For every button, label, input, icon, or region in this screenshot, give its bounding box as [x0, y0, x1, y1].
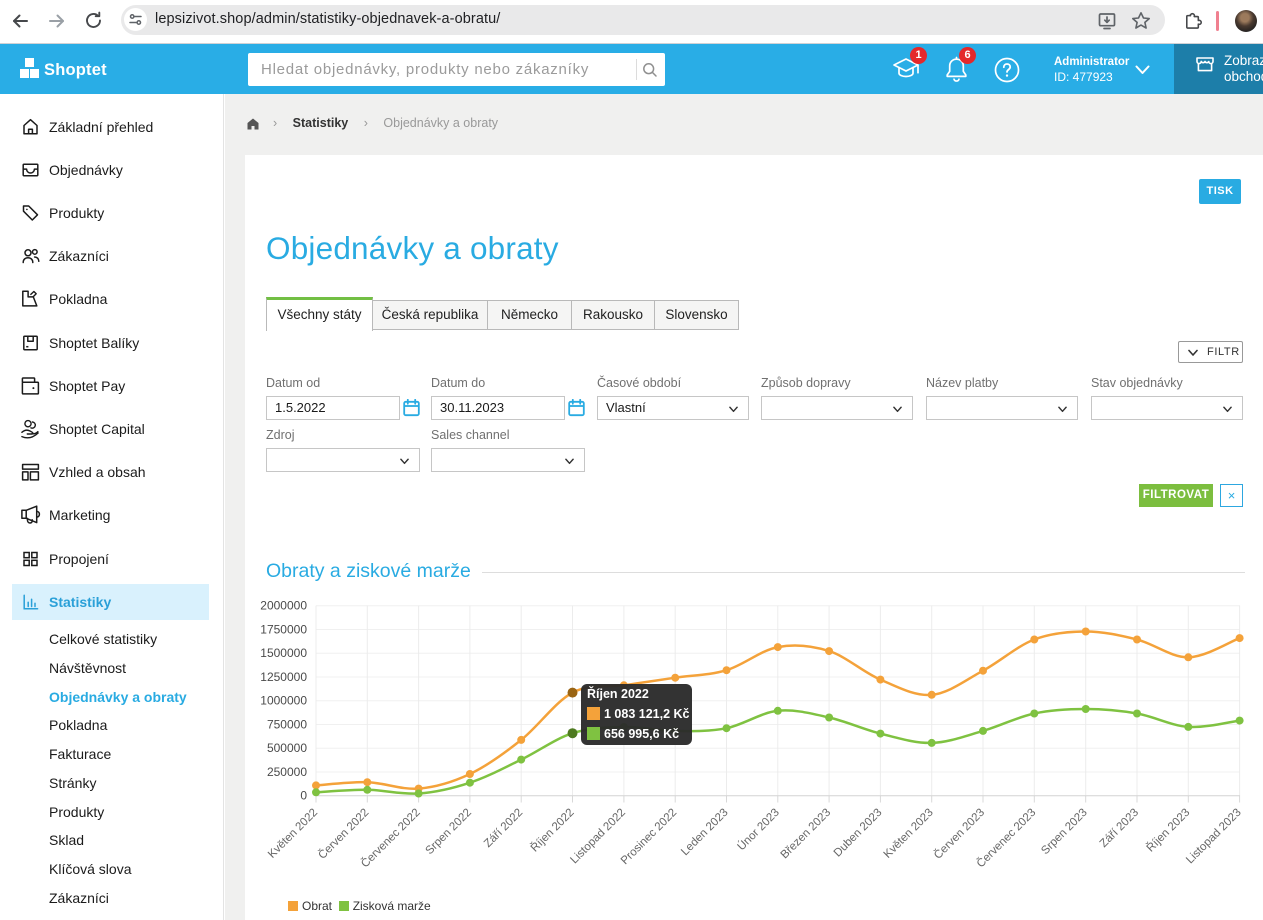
- svg-text:Listopad 2023: Listopad 2023: [1184, 807, 1244, 867]
- svg-text:1250000: 1250000: [260, 670, 307, 684]
- svg-text:Červen 2023: Červen 2023: [931, 806, 987, 862]
- svg-text:0: 0: [300, 789, 307, 803]
- svg-text:Březen 2023: Březen 2023: [779, 807, 834, 862]
- svg-text:Únor 2023: Únor 2023: [735, 806, 782, 853]
- svg-text:Leden 2023: Leden 2023: [679, 807, 730, 858]
- svg-text:Srpen 2023: Srpen 2023: [1039, 807, 1090, 858]
- svg-text:Září 2022: Září 2022: [482, 807, 525, 850]
- svg-text:1000000: 1000000: [260, 694, 307, 708]
- svg-text:Srpen 2022: Srpen 2022: [423, 807, 474, 858]
- svg-text:Říjen 2023: Říjen 2023: [1144, 806, 1193, 855]
- svg-text:Prosinec 2022: Prosinec 2022: [619, 807, 679, 867]
- svg-text:750000: 750000: [267, 718, 307, 732]
- svg-text:1750000: 1750000: [260, 623, 307, 637]
- svg-text:Květen 2022: Květen 2022: [266, 807, 320, 861]
- svg-text:250000: 250000: [267, 765, 307, 779]
- svg-text:Září 2023: Září 2023: [1098, 807, 1141, 850]
- svg-text:2000000: 2000000: [260, 599, 307, 613]
- svg-text:Duben 2023: Duben 2023: [832, 807, 885, 860]
- svg-text:Červen 2022: Červen 2022: [316, 806, 372, 862]
- svg-text:Květen 2023: Květen 2023: [882, 807, 936, 861]
- svg-text:1500000: 1500000: [260, 646, 307, 660]
- svg-text:Říjen 2022: Říjen 2022: [528, 806, 577, 855]
- svg-text:500000: 500000: [267, 741, 307, 755]
